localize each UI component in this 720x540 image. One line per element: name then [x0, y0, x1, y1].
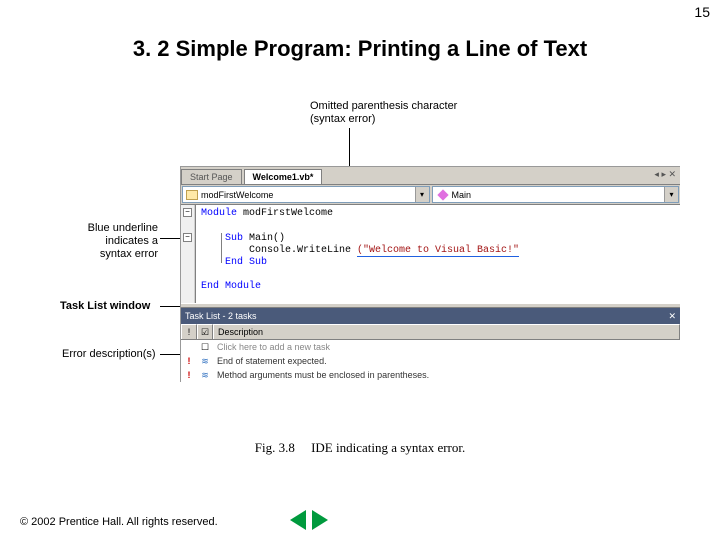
tab-startpage[interactable]: Start Page — [181, 169, 242, 184]
syntax-error-span: ("Welcome to Visual Basic!" — [357, 245, 519, 257]
keyword: Sub — [249, 257, 267, 268]
figure-text: IDE indicating a syntax error. — [311, 440, 465, 455]
task-row-error[interactable]: ! ≋ Method arguments must be enclosed in… — [181, 368, 680, 382]
method-icon — [437, 189, 448, 200]
callout-bu-l1: Blue underline — [78, 222, 158, 235]
callout-error-desc: Error description(s) — [62, 348, 156, 361]
code-text: modFirstWelcome — [237, 208, 333, 219]
tasklist-title: Task List - 2 tasks — [185, 311, 257, 321]
code-line-1: Module modFirstWelcome — [201, 208, 333, 220]
tab-nav-controls[interactable]: ◂ ▸ ✕ — [654, 169, 676, 180]
page-number: 15 — [694, 4, 710, 20]
chevron-down-icon: ▾ — [664, 187, 678, 202]
callout-omitted-paren: Omitted parenthesis character (syntax er… — [310, 100, 457, 126]
code-text: Console.WriteLine — [249, 245, 357, 256]
callout-bu-l3: syntax error — [78, 248, 158, 261]
keyword: Sub — [225, 233, 243, 244]
class-dropdown[interactable]: modFirstWelcome ▾ — [182, 186, 430, 203]
outline-toggle-icon[interactable]: − — [183, 208, 192, 217]
callout-blue-underline: Blue underline indicates a syntax error — [78, 222, 158, 262]
next-slide-icon[interactable] — [312, 510, 328, 530]
method-dropdown-label: Main — [452, 190, 472, 200]
ide-screenshot: Start Page Welcome1.vb* ◂ ▸ ✕ modFirstWe… — [180, 166, 680, 382]
tasklist-columns: ! ☑ Description — [181, 324, 680, 340]
callout-tl-strong: Task List window — [60, 300, 150, 312]
page-title: 3. 2 Simple Program: Printing a Line of … — [0, 36, 720, 62]
callout-bu-l2: indicates a — [78, 235, 158, 248]
outline-toggle-icon[interactable]: − — [183, 233, 192, 242]
keyword: Module — [225, 281, 261, 292]
callout-line1: Omitted parenthesis character — [310, 100, 457, 113]
code-line-5: End Sub — [225, 257, 267, 269]
callout-tl-line — [160, 306, 181, 307]
figure-number: Fig. 3.8 — [255, 440, 295, 455]
col-description[interactable]: Description — [213, 324, 680, 339]
new-task-placeholder: Click here to add a new task — [213, 342, 680, 352]
col-priority[interactable]: ! — [181, 324, 197, 339]
nav-dropdowns: modFirstWelcome ▾ Main ▾ — [181, 185, 680, 205]
string-literal: ("Welcome to Visual Basic!" — [357, 245, 519, 256]
code-line-4: Console.WriteLine ("Welcome to Visual Ba… — [249, 245, 519, 257]
prev-slide-icon[interactable] — [290, 510, 306, 530]
code-line-7: End Module — [201, 281, 261, 293]
tab-active-file[interactable]: Welcome1.vb* — [244, 169, 323, 184]
copyright-footer: © 2002 Prentice Hall. All rights reserve… — [20, 516, 218, 528]
tasklist-titlebar: Task List - 2 tasks ✕ — [181, 308, 680, 324]
keyword: End — [225, 257, 243, 268]
class-dropdown-label: modFirstWelcome — [201, 190, 273, 200]
close-icon[interactable]: ✕ — [668, 311, 676, 322]
editor-gutter: − − — [181, 205, 195, 303]
error-text: End of statement expected. — [213, 356, 680, 366]
method-dropdown[interactable]: Main ▾ — [432, 186, 680, 203]
code-text: Main() — [243, 233, 285, 244]
slide-nav — [290, 510, 328, 530]
cell-wave-icon: ≋ — [197, 356, 213, 367]
keyword: End — [201, 281, 219, 292]
keyword: Module — [201, 208, 237, 219]
module-icon — [186, 190, 198, 200]
task-row-new[interactable]: ☐ Click here to add a new task — [181, 340, 680, 354]
cell-wave-icon: ≋ — [197, 370, 213, 381]
col-check[interactable]: ☑ — [197, 324, 213, 339]
callout-tasklist: Task List window — [60, 300, 150, 313]
outline-rule — [195, 205, 196, 303]
chevron-down-icon: ▾ — [415, 187, 429, 202]
code-line-3: Sub Main() — [225, 233, 285, 245]
error-icon: ! — [181, 370, 197, 380]
code-editor[interactable]: − − Module modFirstWelcome Sub Main() Co… — [181, 205, 680, 303]
tasklist-body: ☐ Click here to add a new task ! ≋ End o… — [181, 340, 680, 382]
cell-check: ☐ — [197, 342, 213, 353]
error-text: Method arguments must be enclosed in par… — [213, 370, 680, 380]
figure-caption: Fig. 3.8 IDE indicating a syntax error. — [0, 440, 720, 456]
error-icon: ! — [181, 356, 197, 366]
callout-line2: (syntax error) — [310, 113, 457, 126]
document-tabstrip: Start Page Welcome1.vb* ◂ ▸ ✕ — [181, 167, 680, 185]
task-row-error[interactable]: ! ≋ End of statement expected. — [181, 354, 680, 368]
outline-rule-inner — [221, 233, 222, 263]
